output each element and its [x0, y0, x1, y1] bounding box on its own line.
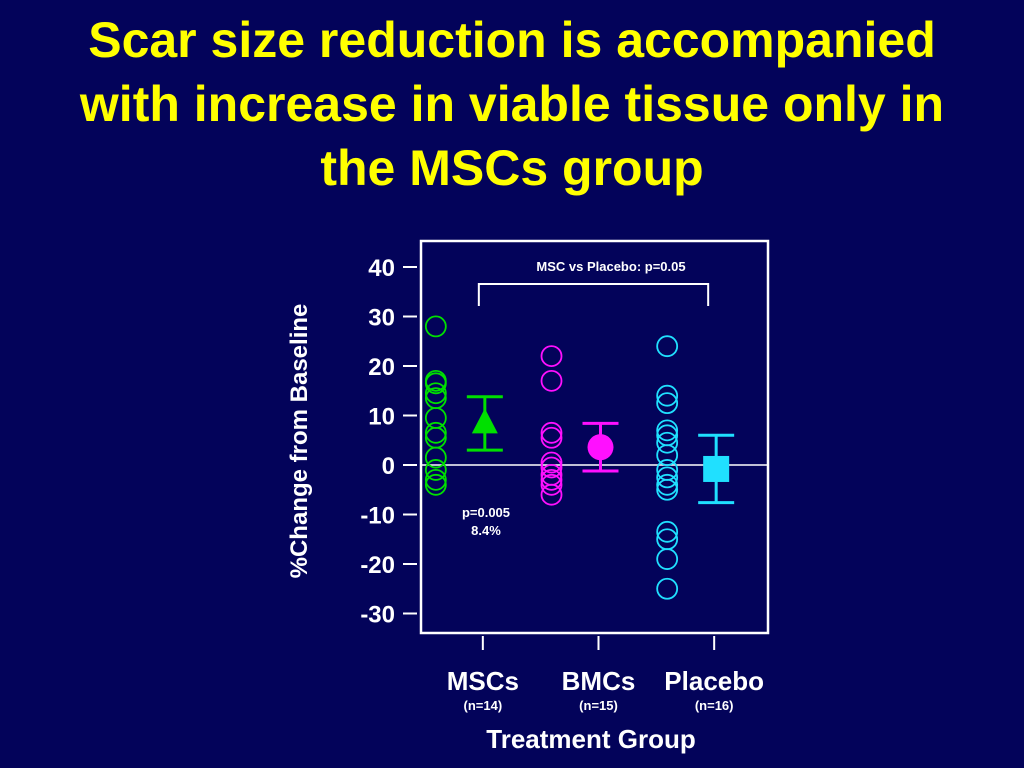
- comparison-bracket: [477, 283, 710, 306]
- data-point: [540, 456, 563, 479]
- data-point: [424, 468, 447, 491]
- data-point: [540, 426, 563, 449]
- mean-marker: [587, 434, 614, 461]
- data-point: [540, 468, 563, 491]
- x-axis-label: Treatment Group: [486, 724, 695, 754]
- x-tick-label: BMCs: [562, 666, 636, 696]
- data-point: [656, 466, 679, 489]
- data-point: [424, 459, 447, 481]
- msc-pvalue-label: p=0.005: [462, 505, 510, 520]
- x-tick-sublabel: (n=14): [464, 698, 503, 713]
- y-tick-label: 20: [368, 354, 395, 381]
- data-point: [540, 483, 563, 506]
- data-point: [424, 372, 447, 395]
- y-tick-label: -10: [360, 503, 395, 530]
- data-point: [540, 369, 563, 392]
- y-tick-label: 40: [368, 255, 395, 282]
- data-point: [424, 382, 447, 405]
- y-axis-label: %Change from Baseline: [286, 304, 313, 579]
- x-tick-label: Placebo: [664, 666, 764, 696]
- mean-marker: [703, 455, 730, 482]
- y-tick-label: 10: [368, 404, 395, 431]
- x-tick-sublabel: (n=16): [695, 698, 734, 713]
- data-point: [424, 421, 447, 444]
- y-tick-label: -20: [360, 552, 395, 579]
- data-points: [424, 315, 679, 600]
- data-point: [656, 520, 679, 543]
- data-point: [540, 451, 563, 474]
- data-point: [656, 419, 679, 442]
- msc-change-label: 8.4%: [471, 523, 501, 538]
- data-point: [424, 473, 447, 496]
- y-tick-label: 0: [382, 453, 395, 480]
- data-point: [656, 392, 679, 415]
- bracket-label: MSC vs Placebo: p=0.05: [536, 259, 685, 274]
- data-point: [424, 315, 447, 338]
- mean-marker: [471, 408, 498, 434]
- data-point: [540, 473, 563, 496]
- data-point: [656, 444, 679, 467]
- group-means: [466, 395, 735, 505]
- data-point: [656, 473, 679, 496]
- y-tick-label: 30: [368, 305, 395, 332]
- plot-frame: [419, 239, 770, 635]
- data-point: [540, 421, 563, 444]
- x-axis: MSCs (n=14) BMCs (n=15) Placebo (n=16): [447, 636, 764, 713]
- annotations: MSC vs Placebo: p=0.05 p=0.005 8.4%: [462, 259, 710, 538]
- data-point: [656, 431, 679, 454]
- data-point: [424, 446, 447, 469]
- x-tick-sublabel: (n=15): [579, 698, 618, 713]
- y-tick-label: -30: [360, 602, 395, 629]
- data-point: [656, 384, 679, 407]
- data-point: [656, 478, 679, 501]
- data-point: [656, 335, 679, 358]
- x-tick-label: MSCs: [447, 666, 519, 696]
- data-point: [656, 577, 679, 600]
- data-point: [656, 548, 679, 570]
- data-point: [424, 426, 447, 449]
- y-axis: 40 30 20 10 0 -10 -20 -30: [360, 255, 417, 629]
- slide-title: Scar size reduction is accompanied with …: [79, 12, 945, 196]
- data-point: [540, 345, 563, 368]
